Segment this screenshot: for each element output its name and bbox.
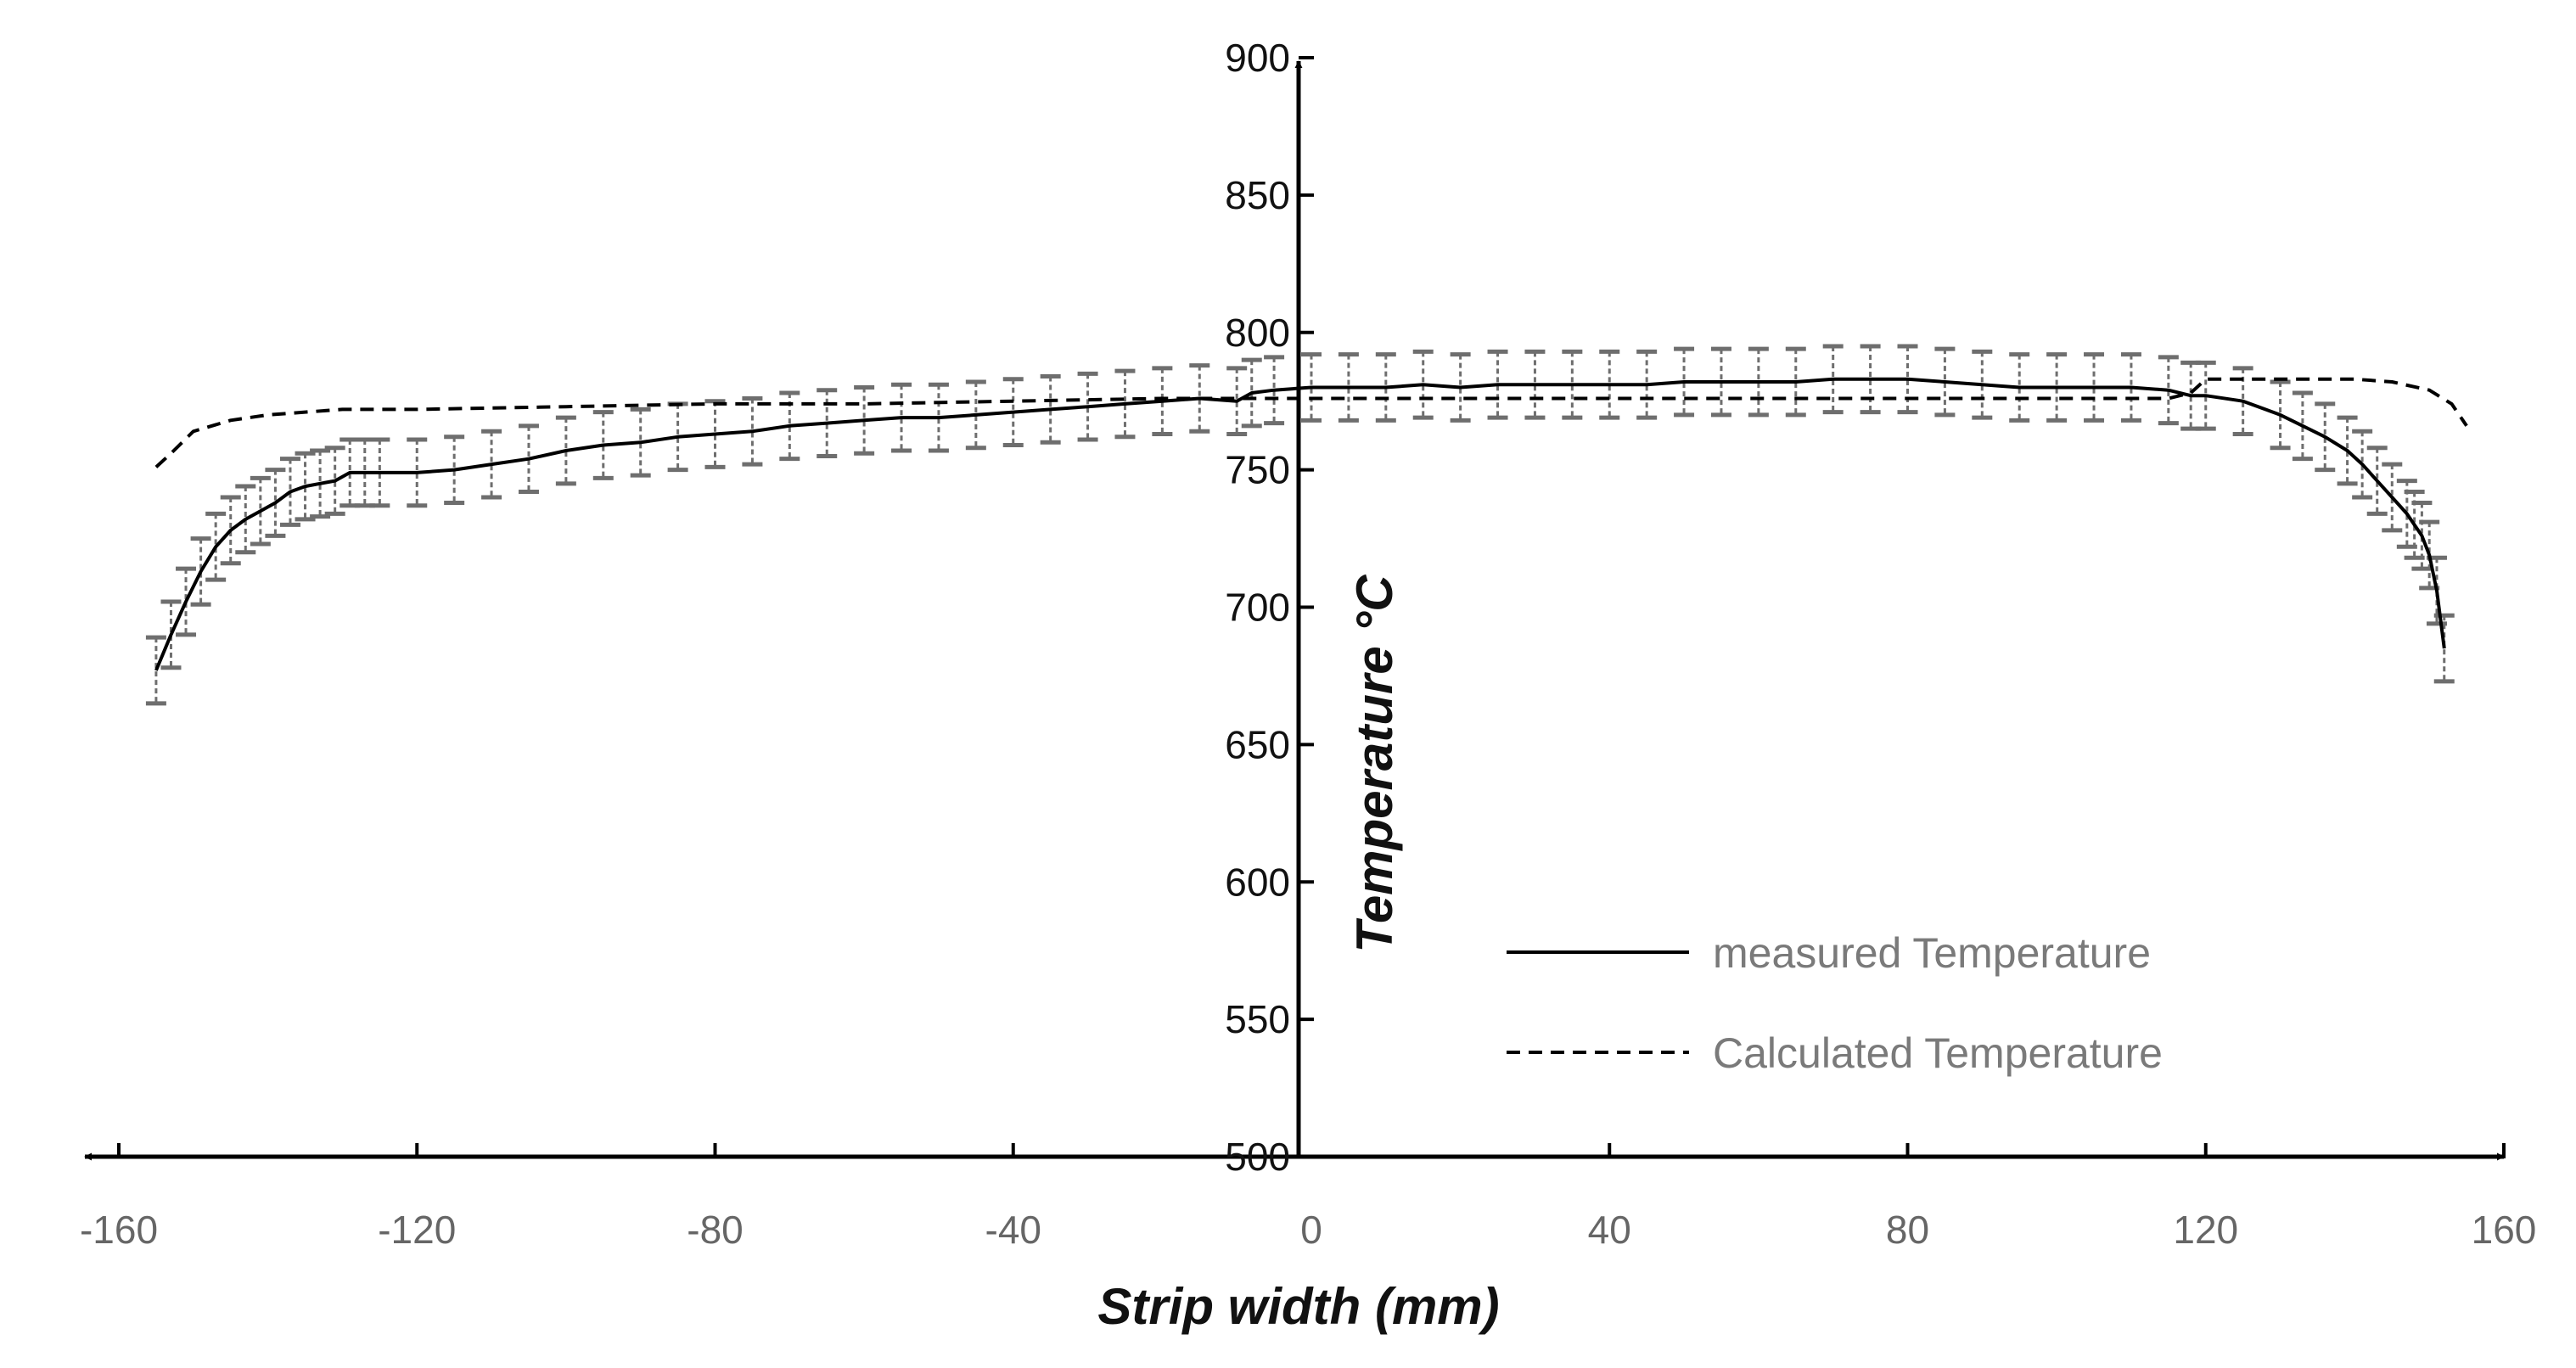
x-tick-label: 160 <box>2472 1208 2537 1252</box>
y-tick-label: 900 <box>1225 36 1290 80</box>
x-tick-label: -40 <box>985 1208 1041 1252</box>
y-tick-label: 700 <box>1225 586 1290 630</box>
axes <box>84 56 2506 1161</box>
x-axis-title: Strip width (mm) <box>1097 1278 1499 1335</box>
series-lines <box>154 377 2468 671</box>
series-line-calculated <box>154 377 2468 468</box>
axis-titles: Strip width (mm) Temperature °C <box>1097 574 1499 1335</box>
x-tick-label: 80 <box>1886 1208 1929 1252</box>
x-tick-label: -120 <box>378 1208 456 1252</box>
y-tick-label: 550 <box>1225 997 1290 1041</box>
error-bars <box>145 344 2455 706</box>
tick-labels: -160 -120 -80 -40 0 40 80 120 160 500 550 600 650 700… <box>80 36 2536 1252</box>
x-tick-label: -160 <box>80 1208 158 1252</box>
y-tick-label: 750 <box>1225 448 1290 492</box>
legend-label-calculated: Calculated Temperature <box>1713 1029 2163 1077</box>
y-tick-label: 500 <box>1225 1135 1290 1179</box>
x-tick-label: 0 <box>1300 1208 1322 1252</box>
y-tick-label: 650 <box>1225 722 1290 766</box>
legend: measured Temperature Calculated Temperat… <box>1507 929 2163 1077</box>
legend-label-measured: measured Temperature <box>1713 929 2151 977</box>
x-tick-label: 120 <box>2173 1208 2238 1252</box>
x-tick-label: -80 <box>687 1208 743 1252</box>
y-tick-label: 800 <box>1225 311 1290 355</box>
y-tick-label: 850 <box>1225 173 1290 217</box>
y-axis-title: Temperature °C <box>1346 574 1403 953</box>
x-tick-label: 40 <box>1588 1208 1631 1252</box>
series-line-measured <box>154 377 2446 671</box>
y-tick-label: 600 <box>1225 860 1290 904</box>
